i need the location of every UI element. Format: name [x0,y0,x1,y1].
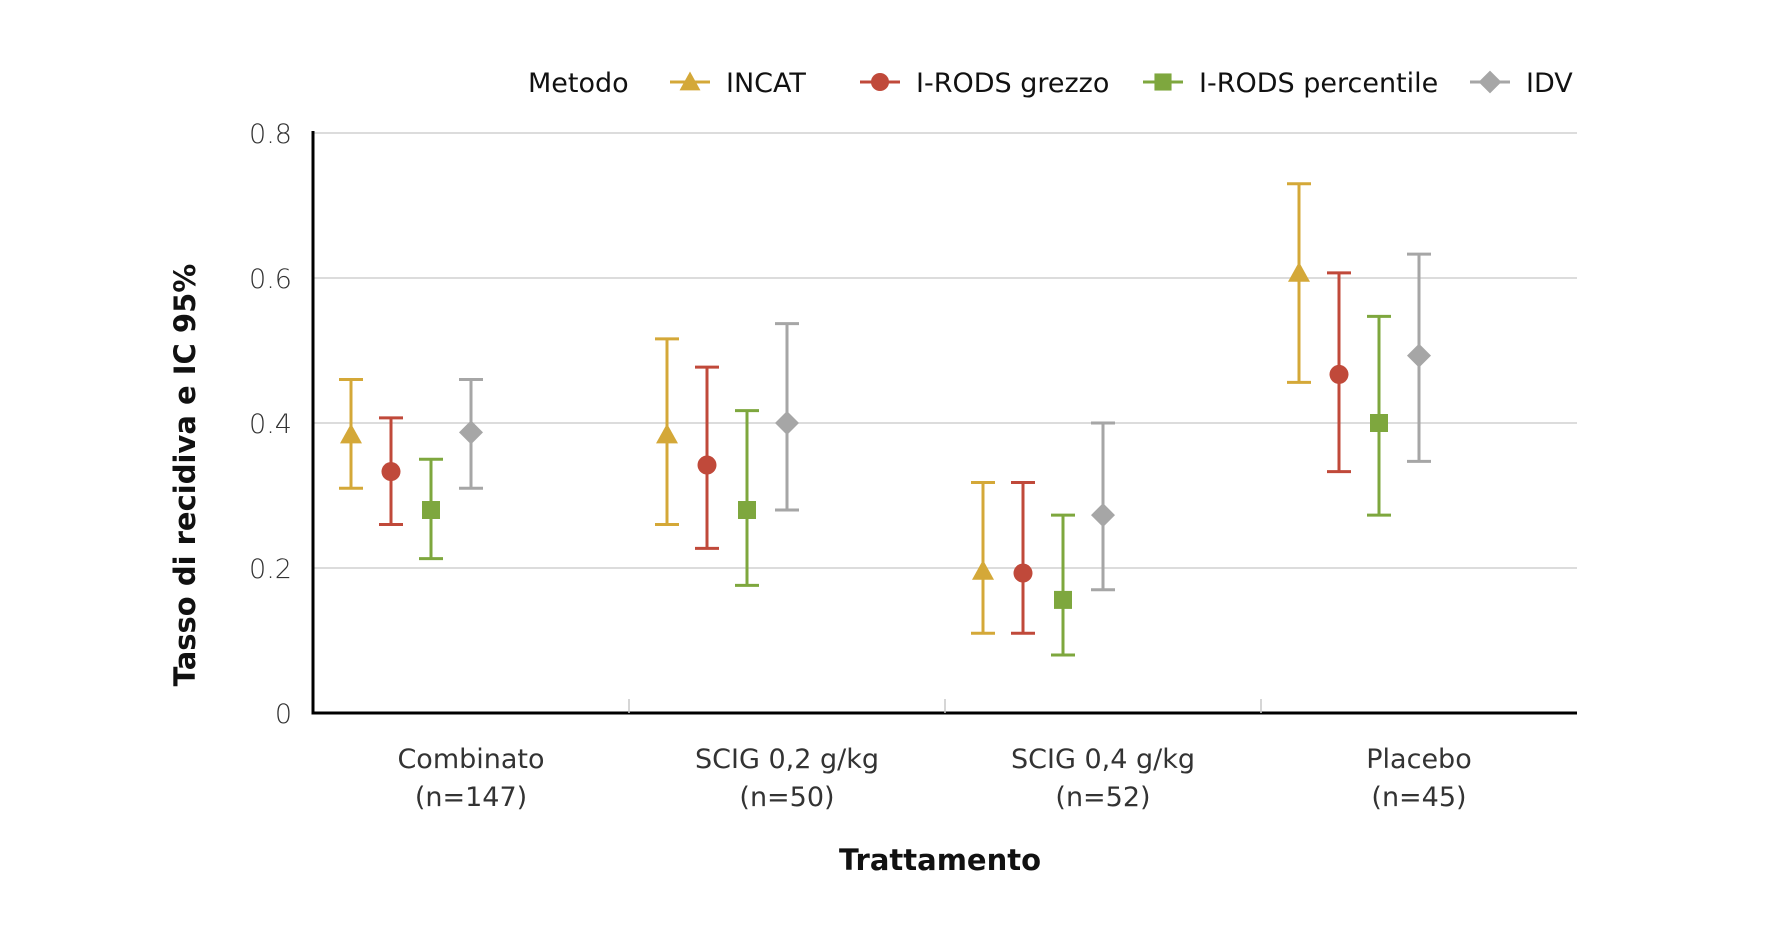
x-category-label: SCIG 0,4 g/kg [1011,744,1195,775]
data-point [1054,590,1072,609]
data-point [1407,343,1431,368]
y-tick-label: 0.6 [249,264,292,295]
x-category-count: (n=50) [739,782,834,813]
y-tick-label: 0.2 [249,554,292,585]
axes [311,131,1577,715]
legend-label: IDV [1526,68,1573,99]
data-point [972,559,994,580]
data-point [1329,364,1349,384]
data-point [656,423,678,444]
x-category-label: SCIG 0,2 g/kg [695,744,879,775]
gridlines [313,132,1577,569]
legend-label: I-RODS grezzo [916,68,1109,99]
x-category-count: (n=52) [1055,782,1150,813]
data-point [775,411,799,435]
legend-label: I-RODS percentile [1199,68,1438,99]
data-point [1013,563,1033,583]
series-idv [459,252,1431,592]
x-category-count: (n=45) [1371,782,1466,813]
data-point [697,455,717,475]
legend-marker [870,72,890,92]
data-point [340,423,362,444]
data-marks [339,182,1431,657]
data-point [381,462,401,482]
data-point [459,420,483,445]
series-i-rods-percentile [419,314,1391,657]
data-point [1288,261,1310,282]
legend: Metodo INCAT I-RODS grezzo I-RODS percentil… [528,68,1573,99]
legend-marker [1478,70,1502,94]
legend-label: INCAT [726,68,806,99]
y-tick-label: 0 [275,699,292,730]
x-axis-title: Trattamento [839,843,1041,877]
legend-marker [1154,73,1172,91]
series-i-rods-grezzo [379,271,1351,635]
data-point [738,501,756,519]
data-point [422,501,440,519]
x-category-count: (n=147) [415,782,527,813]
legend-title: Metodo [528,68,629,99]
series-incat [339,182,1311,635]
x-category-label: Placebo [1366,744,1471,775]
y-tick-labels: 0 0.2 0.4 0.6 0.8 [249,119,292,730]
y-tick-label: 0.8 [249,119,292,150]
y-tick-label: 0.4 [249,409,292,440]
x-category-labels: Combinato (n=147) SCIG 0,2 g/kg (n=50) SCIG … [397,744,1471,813]
x-category-label: Combinato [397,744,544,775]
legend-marker [679,71,701,91]
data-point [1370,414,1388,432]
data-point [1091,503,1115,528]
y-axis-title: Tasso di recidiva e IC 95% [168,264,202,687]
